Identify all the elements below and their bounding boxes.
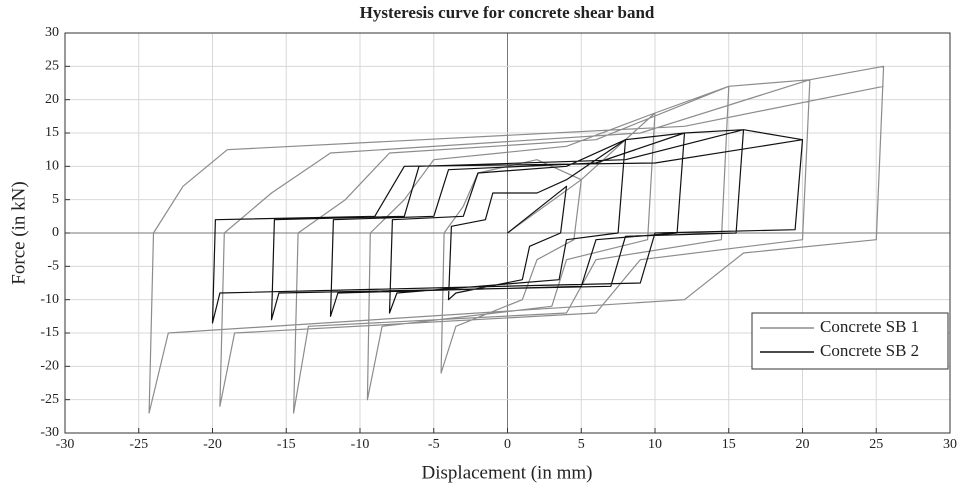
x-axis-label: Displacement (in mm)	[422, 462, 593, 483]
plot-area	[148, 65, 885, 414]
x-tick-label: 0	[504, 437, 511, 452]
y-tick-label: -30	[40, 425, 59, 440]
x-tick-label: 25	[869, 437, 883, 452]
y-tick-label: -10	[40, 292, 59, 307]
y-tick-label: 15	[45, 125, 59, 140]
x-tick-label: 10	[648, 437, 662, 452]
legend-label: Concrete SB 2	[820, 341, 919, 360]
legend-label: Concrete SB 1	[820, 317, 919, 336]
y-tick-label: -25	[40, 392, 59, 407]
x-tick-label: 15	[722, 437, 736, 452]
x-tick-label: -15	[277, 437, 296, 452]
x-tick-label: -10	[351, 437, 370, 452]
y-tick-label: -20	[40, 359, 59, 374]
y-tick-label: 0	[52, 225, 59, 240]
x-tick-label: -5	[428, 437, 440, 452]
x-tick-label: -25	[129, 437, 148, 452]
series-line	[148, 65, 885, 414]
y-tick-label: 25	[45, 59, 59, 74]
legend-box	[751, 312, 949, 370]
y-tick-label: 20	[45, 92, 59, 107]
y-axis-label: Force (in kN)	[8, 181, 29, 284]
y-tick-label: 5	[52, 192, 59, 207]
x-tick-label: -20	[203, 437, 222, 452]
series-line	[211, 129, 804, 324]
x-tick-label: 20	[796, 437, 810, 452]
y-tick-label: -5	[47, 259, 59, 274]
y-tick-label: 10	[45, 159, 59, 174]
y-tick-label: -15	[40, 325, 59, 340]
chart-title: Hysteresis curve for concrete shear band	[360, 3, 655, 22]
y-tick-label: 30	[45, 25, 59, 40]
x-tick-label: -30	[56, 437, 75, 452]
x-tick-label: 5	[578, 437, 585, 452]
legend: Concrete SB 1 Concrete SB 2	[751, 312, 949, 370]
x-tick-label: 30	[943, 437, 957, 452]
